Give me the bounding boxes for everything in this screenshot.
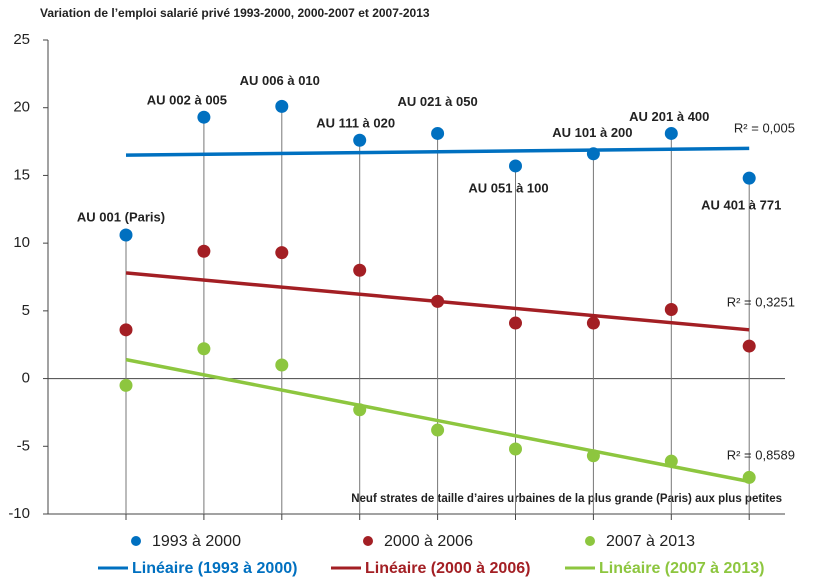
legend-marker bbox=[585, 536, 595, 546]
legend-label: Linéaire (1993 à 2000) bbox=[132, 560, 297, 577]
point bbox=[742, 470, 756, 484]
point bbox=[119, 323, 133, 337]
point bbox=[586, 316, 600, 330]
point bbox=[353, 133, 367, 147]
point bbox=[664, 303, 678, 317]
category-label: AU 111 à 020 bbox=[316, 116, 395, 131]
point bbox=[586, 147, 600, 161]
point bbox=[742, 171, 756, 185]
point bbox=[742, 339, 756, 353]
point bbox=[275, 246, 289, 260]
point bbox=[275, 99, 289, 113]
point bbox=[509, 442, 522, 456]
annotation: Neuf strates de taille d’aires urbaines … bbox=[351, 493, 782, 505]
point bbox=[509, 159, 522, 173]
point bbox=[119, 378, 133, 392]
point bbox=[431, 423, 445, 437]
point bbox=[664, 454, 678, 468]
trendline bbox=[125, 146, 750, 157]
category-label: AU 002 à 005 bbox=[147, 93, 227, 108]
y-tick-label: 10 bbox=[13, 234, 30, 251]
legend-label: 2000 à 2006 bbox=[384, 533, 473, 550]
category-label: AU 021 à 050 bbox=[397, 94, 477, 109]
y-tick-label: 20 bbox=[13, 99, 30, 116]
point bbox=[431, 126, 445, 140]
category-label: AU 051 à 100 bbox=[468, 180, 548, 195]
y-tick-label: 15 bbox=[13, 166, 30, 183]
point bbox=[586, 449, 600, 463]
legend-label: 1993 à 2000 bbox=[152, 533, 241, 550]
point bbox=[119, 228, 133, 242]
point bbox=[509, 316, 522, 330]
y-tick-label: 25 bbox=[13, 31, 30, 48]
legend-marker bbox=[131, 536, 141, 546]
category-label: AU 401 à 771 bbox=[701, 198, 781, 213]
legend-label: Linéaire (2000 à 2006) bbox=[365, 560, 530, 577]
point bbox=[275, 358, 289, 372]
point bbox=[197, 342, 211, 356]
point bbox=[353, 263, 367, 277]
category-label: AU 201 à 400 bbox=[629, 109, 709, 124]
point bbox=[664, 126, 678, 140]
point bbox=[197, 110, 211, 124]
category-label: AU 101 à 200 bbox=[552, 125, 632, 140]
y-tick-label: -5 bbox=[17, 437, 30, 454]
point bbox=[353, 403, 367, 417]
r2-annotation: R² = 0,005 bbox=[734, 120, 795, 135]
y-tick-label: 5 bbox=[22, 302, 30, 319]
legend-label: 2007 à 2013 bbox=[606, 533, 695, 550]
point bbox=[197, 244, 211, 258]
chart-title: Variation de l’emploi salarié privé 1993… bbox=[40, 6, 430, 20]
legend-label: Linéaire (2007 à 2013) bbox=[599, 560, 764, 577]
legend-marker bbox=[363, 536, 373, 546]
category-label: AU 001 (Paris) bbox=[77, 209, 165, 224]
y-tick-label: 0 bbox=[22, 370, 30, 387]
category-label: AU 006 à 010 bbox=[240, 73, 320, 88]
r2-annotation: R² = 0,3251 bbox=[727, 294, 795, 309]
trendline bbox=[125, 357, 750, 484]
point bbox=[431, 294, 445, 308]
r2-annotation: R² = 0,8589 bbox=[727, 447, 795, 462]
y-tick-label: -10 bbox=[8, 505, 30, 522]
